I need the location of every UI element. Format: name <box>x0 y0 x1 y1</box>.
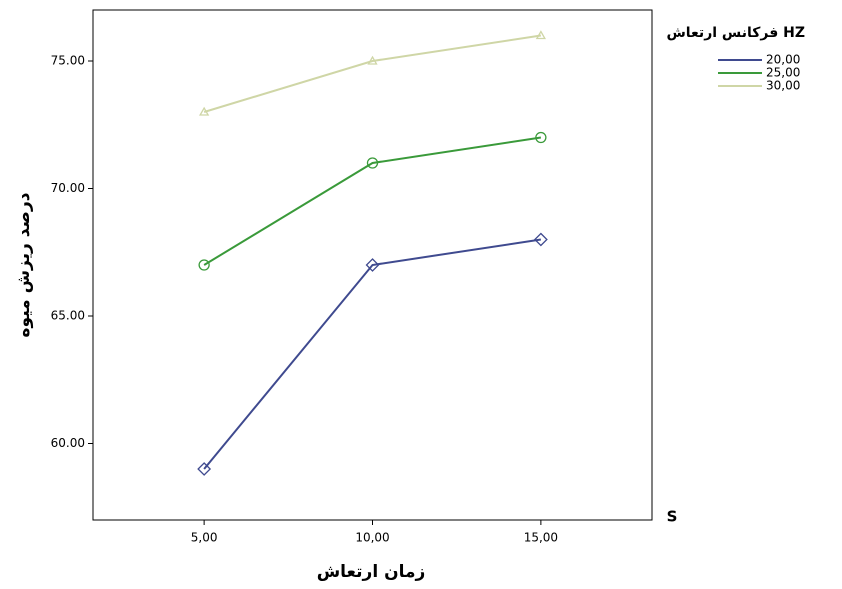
line <box>203 136 542 266</box>
y-tick-label: 75.00 <box>51 54 85 68</box>
marker <box>199 106 210 116</box>
x-tick-label: 15,00 <box>524 531 558 545</box>
marker <box>535 30 546 40</box>
marker <box>367 55 378 65</box>
legend-label: 20,00 <box>766 53 800 67</box>
x-axis-label: زمان ارتعاش <box>317 562 426 582</box>
line <box>203 34 542 113</box>
marker <box>366 157 379 169</box>
line <box>203 238 542 470</box>
legend-label: 30,00 <box>766 79 800 93</box>
marker <box>535 131 547 144</box>
marker <box>198 259 210 271</box>
y-axis-label: درصد ریزش میوه <box>14 192 34 337</box>
x-tick-label: 10,00 <box>355 531 389 545</box>
legend-label: 25,00 <box>766 66 800 80</box>
annotation: S <box>667 508 678 526</box>
marker <box>197 462 212 476</box>
y-tick-label: 65.00 <box>51 309 85 323</box>
x-tick-label: 5,00 <box>191 531 218 545</box>
y-tick-label: 70.00 <box>51 181 85 195</box>
marker <box>365 258 380 272</box>
y-tick-label: 60.00 <box>51 436 85 450</box>
legend-title: فرکانس ارتعاش HZ <box>666 25 805 41</box>
marker <box>533 232 548 247</box>
